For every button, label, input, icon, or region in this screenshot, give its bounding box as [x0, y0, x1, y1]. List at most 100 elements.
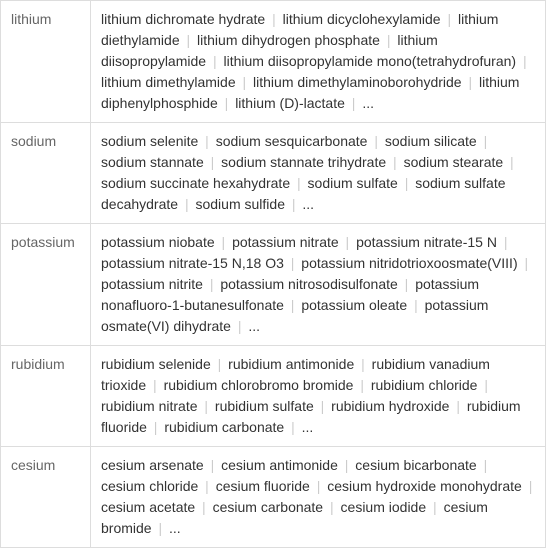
separator: | [522, 478, 536, 494]
compound-item: rubidium carbonate [164, 419, 284, 435]
compound-list: lithium dichromate hydrate | lithium dic… [91, 1, 546, 123]
compound-item: cesium carbonate [213, 499, 324, 515]
separator: | [198, 398, 215, 414]
separator: | [518, 255, 532, 271]
table-row: rubidiumrubidium selenide | rubidium ant… [1, 346, 546, 447]
separator: | [203, 276, 220, 292]
compound-item: lithium dimethylaminoborohydride [253, 74, 462, 90]
separator: | [284, 255, 301, 271]
separator: | [231, 318, 248, 334]
compound-item: cesium bicarbonate [355, 457, 476, 473]
compound-item: sodium stannate trihydrate [221, 154, 386, 170]
separator: | [477, 377, 491, 393]
compounds-table: lithiumlithium dichromate hydrate | lith… [0, 0, 546, 548]
table-row: potassiumpotassium niobate | potassium n… [1, 224, 546, 346]
separator: | [345, 95, 362, 111]
separator: | [198, 133, 215, 149]
compound-item: sodium succinate hexahydrate [101, 175, 290, 191]
element-label: potassium [1, 224, 91, 346]
separator: | [236, 74, 253, 90]
separator: | [284, 297, 301, 313]
compound-item: potassium nitridotrioxoosmate(VIII) [301, 255, 517, 271]
compound-item: sodium sulfide [195, 196, 285, 212]
compound-item: potassium nitrate-15 N,18 O3 [101, 255, 284, 271]
compound-item: rubidium antimonide [228, 356, 354, 372]
separator: | [204, 457, 221, 473]
compound-item: sodium silicate [385, 133, 477, 149]
compound-item: cesium hydroxide monohydrate [327, 478, 522, 494]
separator: | [386, 154, 403, 170]
separator: | [516, 53, 530, 69]
separator: | [314, 398, 331, 414]
compound-item: cesium fluoride [216, 478, 310, 494]
separator: | [339, 234, 356, 250]
separator: | [380, 32, 397, 48]
separator: | [284, 419, 301, 435]
separator: | [441, 11, 458, 27]
separator: | [354, 356, 371, 372]
compound-list: potassium niobate | potassium nitrate | … [91, 224, 546, 346]
compound-item: lithium (D)-lactate [235, 95, 345, 111]
compound-item: rubidium chlorobromo bromide [164, 377, 354, 393]
separator: | [147, 419, 164, 435]
compound-item: potassium nitrate-15 N [356, 234, 497, 250]
compound-item: potassium nitrite [101, 276, 203, 292]
separator: | [338, 457, 355, 473]
table-row: sodiumsodium selenite | sodium sesquicar… [1, 123, 546, 224]
separator: | [310, 478, 327, 494]
separator: | [290, 175, 307, 191]
separator: | [152, 520, 169, 536]
compound-item: sodium stearate [404, 154, 504, 170]
element-label: rubidium [1, 346, 91, 447]
compound-item: rubidium sulfate [215, 398, 314, 414]
separator: | [477, 133, 491, 149]
compound-item: potassium nitrosodisulfonate [220, 276, 397, 292]
separator: | [178, 196, 195, 212]
compound-item: cesium arsenate [101, 457, 204, 473]
compound-item: potassium nitrate [232, 234, 339, 250]
separator: | [218, 95, 235, 111]
compound-item: lithium dihydrogen phosphate [197, 32, 380, 48]
table-body: lithiumlithium dichromate hydrate | lith… [1, 1, 546, 548]
compound-item: cesium antimonide [221, 457, 338, 473]
separator: | [449, 398, 466, 414]
separator: | [285, 196, 302, 212]
compound-item: ... [362, 95, 374, 111]
compound-item: sodium selenite [101, 133, 198, 149]
compound-list: rubidium selenide | rubidium antimonide … [91, 346, 546, 447]
separator: | [198, 478, 215, 494]
element-label: cesium [1, 447, 91, 548]
compound-list: sodium selenite | sodium sesquicarbonate… [91, 123, 546, 224]
compound-list: cesium arsenate | cesium antimonide | ce… [91, 447, 546, 548]
separator: | [367, 133, 384, 149]
separator: | [497, 234, 511, 250]
separator: | [503, 154, 517, 170]
compound-item: cesium iodide [341, 499, 427, 515]
element-label: lithium [1, 1, 91, 123]
compound-item: ... [248, 318, 260, 334]
separator: | [206, 53, 223, 69]
separator: | [407, 297, 424, 313]
compound-item: lithium diisopropylamide mono(tetrahydro… [223, 53, 516, 69]
compound-item: lithium dicyclohexylamide [283, 11, 441, 27]
separator: | [426, 499, 443, 515]
compound-item: cesium chloride [101, 478, 198, 494]
compound-item: ... [302, 419, 314, 435]
separator: | [398, 175, 415, 191]
compound-item: lithium dichromate hydrate [101, 11, 265, 27]
separator: | [146, 377, 163, 393]
separator: | [323, 499, 340, 515]
compound-item: rubidium chloride [371, 377, 478, 393]
compound-item: sodium sulfate [308, 175, 398, 191]
separator: | [195, 499, 212, 515]
compound-item: rubidium selenide [101, 356, 211, 372]
separator: | [211, 356, 228, 372]
compound-item: cesium acetate [101, 499, 195, 515]
separator: | [204, 154, 221, 170]
separator: | [353, 377, 370, 393]
separator: | [477, 457, 491, 473]
compound-item: sodium stannate [101, 154, 204, 170]
compound-item: potassium niobate [101, 234, 215, 250]
element-label: sodium [1, 123, 91, 224]
table-row: cesiumcesium arsenate | cesium antimonid… [1, 447, 546, 548]
